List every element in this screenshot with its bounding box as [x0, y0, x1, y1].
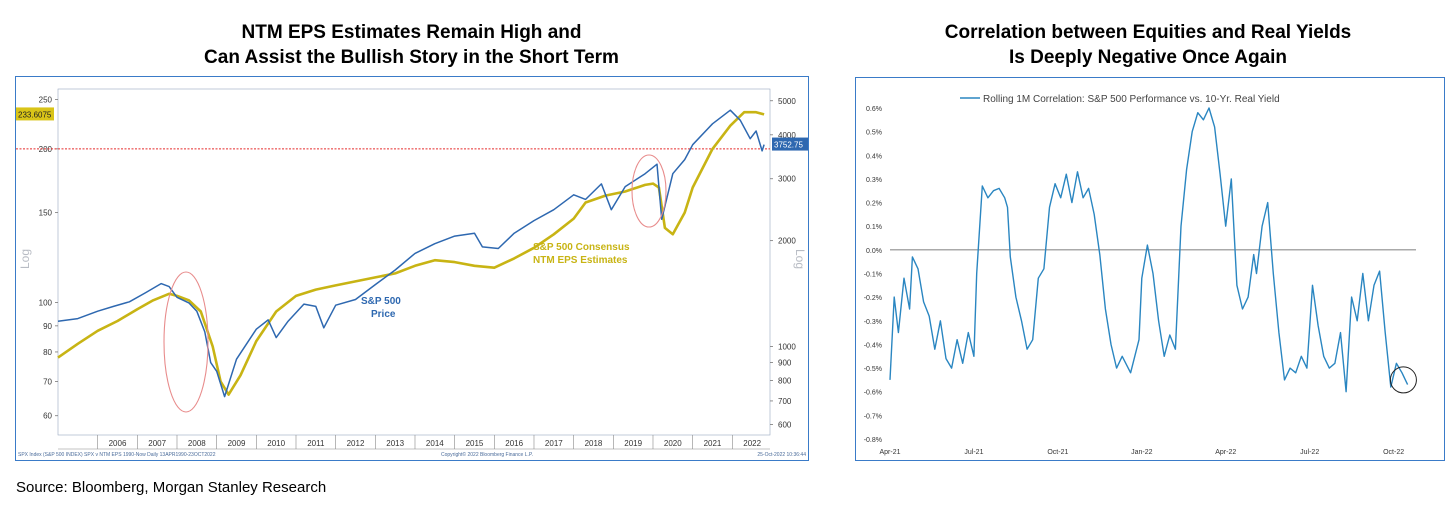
last-spx-value-label: 3752.75: [774, 141, 803, 150]
right-axis-label: Log: [793, 249, 807, 269]
annotation-circle-2008: [163, 271, 209, 413]
x-tick-label-4: 2010: [267, 439, 285, 448]
last-eps-value-label: 233.6075: [18, 110, 52, 119]
x-tick-label-0: 2006: [109, 439, 127, 448]
right-tick-label-2: 3000: [778, 175, 796, 184]
right-tick-label-3: 2000: [778, 237, 796, 246]
x-tick-label-15: 2021: [704, 439, 722, 448]
right-tick-label-4: 1000: [778, 342, 796, 351]
left-tick-label-3: 100: [39, 298, 53, 307]
x-tick-label-5: Jul-22: [1300, 449, 1319, 456]
left-chart-title: NTM EPS Estimates Remain High and Can As…: [15, 20, 808, 70]
plot-area-frame: [57, 88, 771, 436]
last-spx-value-box: [772, 137, 808, 151]
right-tick-label-6: 800: [778, 377, 792, 386]
legend-label: Rolling 1M Correlation: S&P 500 Performa…: [983, 94, 1280, 105]
x-tick-label-1: Jul-21: [964, 449, 983, 456]
y-tick-label-7: -0.1%: [864, 272, 882, 279]
x-tick-label-14: 2020: [664, 439, 682, 448]
footer-right-text: 25-Oct-2022 10:36:44: [757, 452, 806, 458]
y-tick-label-12: -0.6%: [864, 390, 882, 397]
x-tick-label-12: 2018: [585, 439, 603, 448]
right-title-line-1: Correlation between Equities and Real Yi…: [944, 22, 1352, 43]
x-tick-label-9: 2015: [466, 439, 484, 448]
left-tick-label-5: 80: [43, 348, 52, 357]
left-tick-label-6: 70: [43, 378, 52, 387]
x-tick-label-1: 2007: [148, 439, 166, 448]
x-tick-label-2: Oct-21: [1047, 449, 1068, 456]
eps-chart-panel: 250 200 150 100 90 80 70 60 5000 4000 3000 2000 1000…: [15, 76, 809, 461]
y-tick-label-5: 0.1%: [866, 224, 882, 231]
y-tick-label-3: 0.3%: [866, 177, 882, 184]
y-tick-label-9: -0.3%: [864, 319, 882, 326]
annotation-circle-2020: [631, 154, 667, 228]
left-tick-label-7: 60: [43, 412, 52, 421]
right-tick-label-7: 700: [778, 397, 792, 406]
sp500-label-line-2: Price: [371, 309, 396, 320]
y-tick-label-2: 0.4%: [866, 153, 882, 160]
eps-chart-svg: 2502001501009080706050004000300020001000…: [16, 88, 808, 458]
x-tick-label-10: 2016: [505, 439, 523, 448]
right-tick-label-5: 900: [778, 359, 792, 368]
eps-label-line-1: S&P 500 Consensus: [533, 242, 630, 253]
right-tick-label-8: 600: [778, 420, 792, 429]
y-tick-label-13: -0.7%: [864, 413, 882, 420]
x-tick-label-3: 2009: [228, 439, 246, 448]
correlation-chart-panel: Rolling 1M Correlation: S&P 500 Performa…: [855, 77, 1445, 461]
y-tick-label-8: -0.2%: [864, 295, 882, 302]
last-eps-value-box: [16, 107, 54, 121]
left-title-line-1: NTM EPS Estimates Remain High and: [241, 22, 582, 43]
x-tick-label-7: 2013: [386, 439, 404, 448]
x-tick-label-13: 2019: [624, 439, 642, 448]
right-title-line-2: Is Deeply Negative Once Again: [1008, 47, 1288, 68]
left-tick-label-4: 90: [43, 322, 52, 331]
x-tick-label-2: 2008: [188, 439, 206, 448]
x-tick-label-6: 2012: [347, 439, 365, 448]
right-tick-label-0: 5000: [778, 97, 796, 106]
x-tick-label-5: 2011: [307, 439, 325, 448]
x-tick-label-11: 2017: [545, 439, 563, 448]
left-tick-label-0: 250: [39, 95, 53, 104]
eps-estimates-line: [57, 110, 765, 396]
left-axis-label: Log: [18, 249, 32, 269]
y-tick-label-10: -0.4%: [864, 342, 882, 349]
eps-label-line-2: NTM EPS Estimates: [533, 255, 628, 266]
sp500-label-line-1: S&P 500: [361, 296, 401, 307]
y-tick-label-14: -0.8%: [864, 437, 882, 444]
annotation-circle-latest: [1389, 366, 1417, 394]
x-tick-label-16: 2022: [743, 439, 761, 448]
sp500-price-line: [57, 109, 765, 398]
correlation-line: [889, 107, 1409, 393]
x-tick-label-3: Jan-22: [1131, 449, 1153, 456]
left-tick-label-2: 150: [39, 209, 53, 218]
y-tick-label-1: 0.5%: [866, 130, 882, 137]
y-tick-label-4: 0.2%: [866, 201, 882, 208]
x-tick-label-4: Apr-22: [1215, 449, 1236, 456]
x-tick-label-6: Oct-22: [1383, 449, 1404, 456]
right-chart-title: Correlation between Equities and Real Yi…: [853, 20, 1443, 70]
x-tick-label-8: 2014: [426, 439, 444, 448]
footer-copyright-text: Copyright© 2022 Bloomberg Finance L.P.: [441, 451, 533, 458]
y-tick-label-11: -0.5%: [864, 366, 882, 373]
correlation-chart-svg: Rolling 1M Correlation: S&P 500 Performa…: [864, 94, 1417, 456]
source-note: Source: Bloomberg, Morgan Stanley Resear…: [16, 479, 327, 496]
left-title-line-2: Can Assist the Bullish Story in the Shor…: [204, 47, 619, 68]
x-tick-label-0: Apr-21: [879, 449, 900, 456]
y-tick-label-0: 0.6%: [866, 106, 882, 113]
y-tick-label-6: 0.0%: [866, 248, 882, 255]
right-tick-label-1: 4000: [778, 131, 796, 140]
footer-left-text: SPX Index (S&P 500 INDEX) SPX v NTM EPS …: [18, 452, 216, 458]
